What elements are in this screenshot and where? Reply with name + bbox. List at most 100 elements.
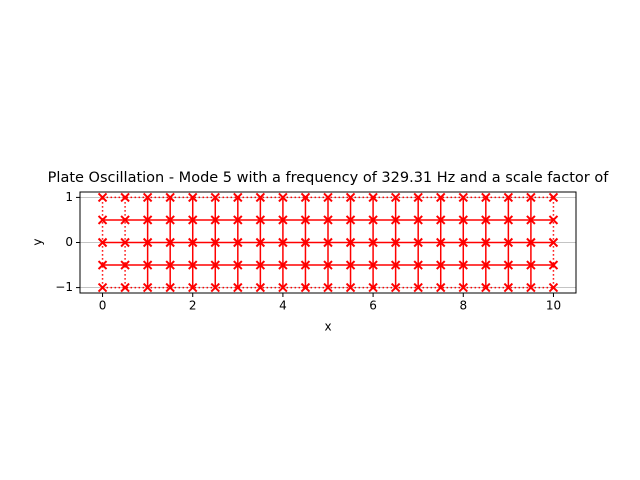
node-marker	[97, 237, 108, 248]
node-marker	[345, 282, 356, 293]
node-marker	[188, 260, 198, 270]
node-marker	[278, 215, 288, 225]
node-marker	[503, 282, 514, 293]
node-marker	[548, 260, 559, 270]
node-marker	[390, 215, 401, 225]
y-tick-label: 1	[65, 190, 73, 204]
node-marker	[165, 215, 175, 225]
node-marker	[278, 282, 288, 293]
node-marker	[255, 282, 266, 293]
node-marker	[503, 237, 514, 248]
node-marker	[526, 237, 536, 248]
node-marker	[548, 215, 559, 225]
node-marker	[300, 260, 311, 270]
node-marker	[413, 282, 423, 293]
node-marker	[165, 282, 175, 293]
node-marker	[323, 237, 333, 248]
node-marker	[413, 260, 423, 270]
node-marker	[142, 215, 153, 225]
node-marker	[120, 215, 130, 225]
node-marker	[458, 260, 468, 270]
plot-frame	[79, 191, 577, 294]
x-tick-label: 6	[369, 299, 377, 313]
node-marker	[188, 192, 198, 203]
node-marker	[413, 192, 423, 203]
node-marker	[436, 260, 446, 270]
y-axis-label: y	[31, 238, 45, 245]
node-marker	[481, 215, 491, 225]
node-marker	[142, 282, 153, 293]
node-marker	[278, 192, 288, 203]
node-marker	[390, 192, 401, 203]
node-marker	[481, 192, 491, 203]
node-marker	[233, 282, 243, 293]
node-marker	[323, 282, 333, 293]
node-marker	[97, 192, 108, 203]
x-tick-label: 0	[99, 299, 107, 313]
node-marker	[436, 282, 446, 293]
node-marker	[526, 260, 536, 270]
node-marker	[368, 260, 378, 270]
node-marker	[165, 192, 175, 203]
node-marker	[278, 237, 288, 248]
node-marker	[436, 237, 446, 248]
y-tick-label: 0	[65, 235, 73, 249]
node-marker	[390, 260, 401, 270]
node-marker	[142, 192, 153, 203]
node-marker	[368, 192, 378, 203]
node-marker	[323, 192, 333, 203]
node-marker	[323, 260, 333, 270]
node-marker	[413, 215, 423, 225]
node-marker	[390, 282, 401, 293]
node-marker	[436, 215, 446, 225]
node-marker	[210, 215, 220, 225]
node-marker	[503, 260, 514, 270]
node-marker	[503, 192, 514, 203]
node-marker	[188, 237, 198, 248]
node-marker	[97, 215, 108, 225]
node-marker	[210, 192, 220, 203]
node-marker	[255, 215, 266, 225]
node-marker	[323, 215, 333, 225]
node-marker	[458, 237, 468, 248]
node-marker	[188, 215, 198, 225]
x-tick-label: 4	[279, 299, 287, 313]
node-marker	[458, 282, 468, 293]
node-marker	[548, 282, 559, 293]
node-marker	[233, 215, 243, 225]
node-marker	[255, 192, 266, 203]
node-marker	[165, 260, 175, 270]
node-marker	[255, 237, 266, 248]
node-marker	[188, 282, 198, 293]
node-marker	[210, 260, 220, 270]
node-marker	[97, 260, 108, 270]
node-marker	[300, 282, 311, 293]
node-marker	[210, 237, 220, 248]
node-marker	[368, 237, 378, 248]
node-marker	[345, 192, 356, 203]
node-marker	[142, 237, 153, 248]
node-marker	[120, 260, 130, 270]
node-marker	[368, 282, 378, 293]
node-marker	[548, 192, 559, 203]
node-marker	[458, 192, 468, 203]
node-marker	[481, 260, 491, 270]
node-marker	[526, 282, 536, 293]
node-marker	[526, 215, 536, 225]
node-marker	[120, 237, 130, 248]
node-marker	[436, 192, 446, 203]
node-marker	[165, 237, 175, 248]
node-marker	[233, 192, 243, 203]
node-marker	[120, 282, 130, 293]
node-marker	[481, 282, 491, 293]
node-marker	[368, 215, 378, 225]
node-marker	[233, 237, 243, 248]
node-marker	[548, 237, 559, 248]
node-marker	[458, 215, 468, 225]
x-axis-label: x	[324, 320, 331, 334]
node-marker	[503, 215, 514, 225]
node-marker	[300, 237, 311, 248]
node-marker	[345, 215, 356, 225]
x-tick-label: 8	[459, 299, 467, 313]
